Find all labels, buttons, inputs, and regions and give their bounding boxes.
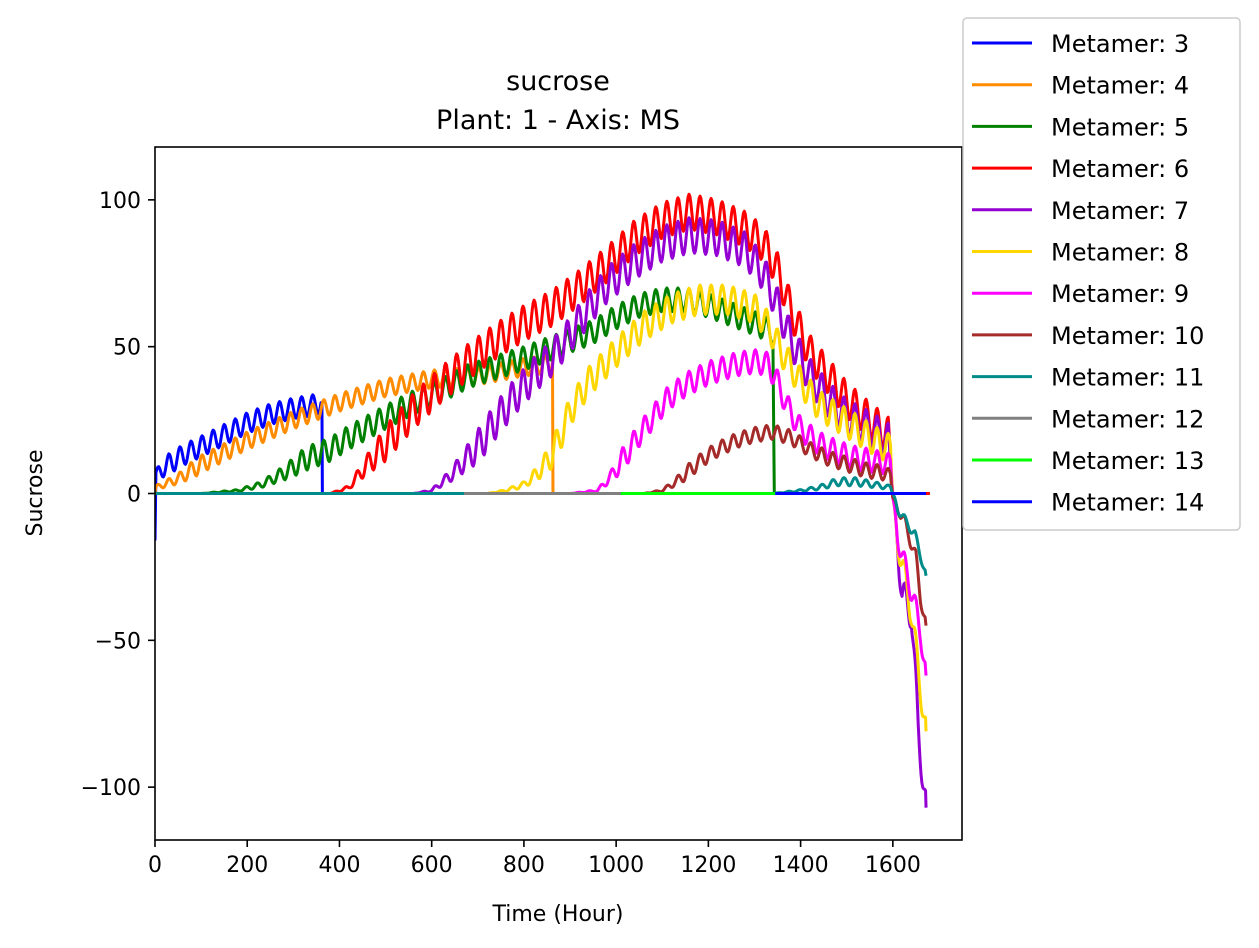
y-axis-ticks: 100 50 0 −50 −100 bbox=[81, 189, 155, 801]
chart-title: sucrose bbox=[506, 66, 610, 97]
x-tick-label: 1200 bbox=[680, 853, 736, 878]
legend-label-metamer-12: Metamer: 12 bbox=[1051, 405, 1204, 433]
y-tick-label: −50 bbox=[95, 629, 141, 654]
legend-label-metamer-8: Metamer: 8 bbox=[1051, 239, 1189, 267]
x-tick-label: 1600 bbox=[865, 853, 921, 878]
x-tick-label: 1000 bbox=[588, 853, 644, 878]
legend-frame bbox=[962, 17, 1241, 531]
x-tick-label: 800 bbox=[503, 853, 545, 878]
y-axis-label: Sucrose bbox=[23, 449, 48, 536]
legend-label-metamer-3: Metamer: 3 bbox=[1051, 30, 1189, 58]
legend-label-metamer-6: Metamer: 6 bbox=[1051, 155, 1189, 183]
x-tick-label: 0 bbox=[148, 853, 162, 878]
x-tick-label: 1400 bbox=[773, 853, 829, 878]
legend-label-metamer-13: Metamer: 13 bbox=[1051, 447, 1204, 475]
legend-label-metamer-5: Metamer: 5 bbox=[1051, 113, 1189, 141]
y-tick-label: −100 bbox=[81, 776, 141, 801]
legend-label-metamer-7: Metamer: 7 bbox=[1051, 197, 1189, 225]
x-tick-label: 400 bbox=[318, 853, 360, 878]
chart-subtitle: Plant: 1 - Axis: MS bbox=[436, 105, 680, 136]
x-axis-ticks: 0 200 400 600 800 1000 1200 1400 1600 bbox=[148, 840, 921, 878]
series-line-metamer-9 bbox=[155, 348, 928, 676]
y-tick-label: 0 bbox=[127, 483, 141, 508]
legend-label-metamer-9: Metamer: 9 bbox=[1051, 280, 1189, 308]
series-line-metamer-10 bbox=[155, 424, 928, 626]
x-tick-label: 200 bbox=[226, 853, 268, 878]
series-line-metamer-7 bbox=[155, 216, 928, 808]
x-axis-label: Time (Hour) bbox=[492, 902, 624, 927]
x-tick-label: 600 bbox=[411, 853, 453, 878]
series-layer bbox=[155, 192, 931, 808]
legend-label-metamer-11: Metamer: 11 bbox=[1051, 364, 1204, 392]
series-line-metamer-8 bbox=[155, 283, 928, 732]
y-tick-label: 50 bbox=[113, 336, 141, 361]
legend-label-metamer-4: Metamer: 4 bbox=[1051, 72, 1189, 100]
y-tick-label: 100 bbox=[99, 189, 141, 214]
legend-label-metamer-10: Metamer: 10 bbox=[1051, 322, 1204, 350]
legend-label-metamer-14: Metamer: 14 bbox=[1051, 489, 1204, 517]
legend: Metamer: 3 Metamer: 4 Metamer: 5 Metamer: 6… bbox=[962, 17, 1241, 531]
